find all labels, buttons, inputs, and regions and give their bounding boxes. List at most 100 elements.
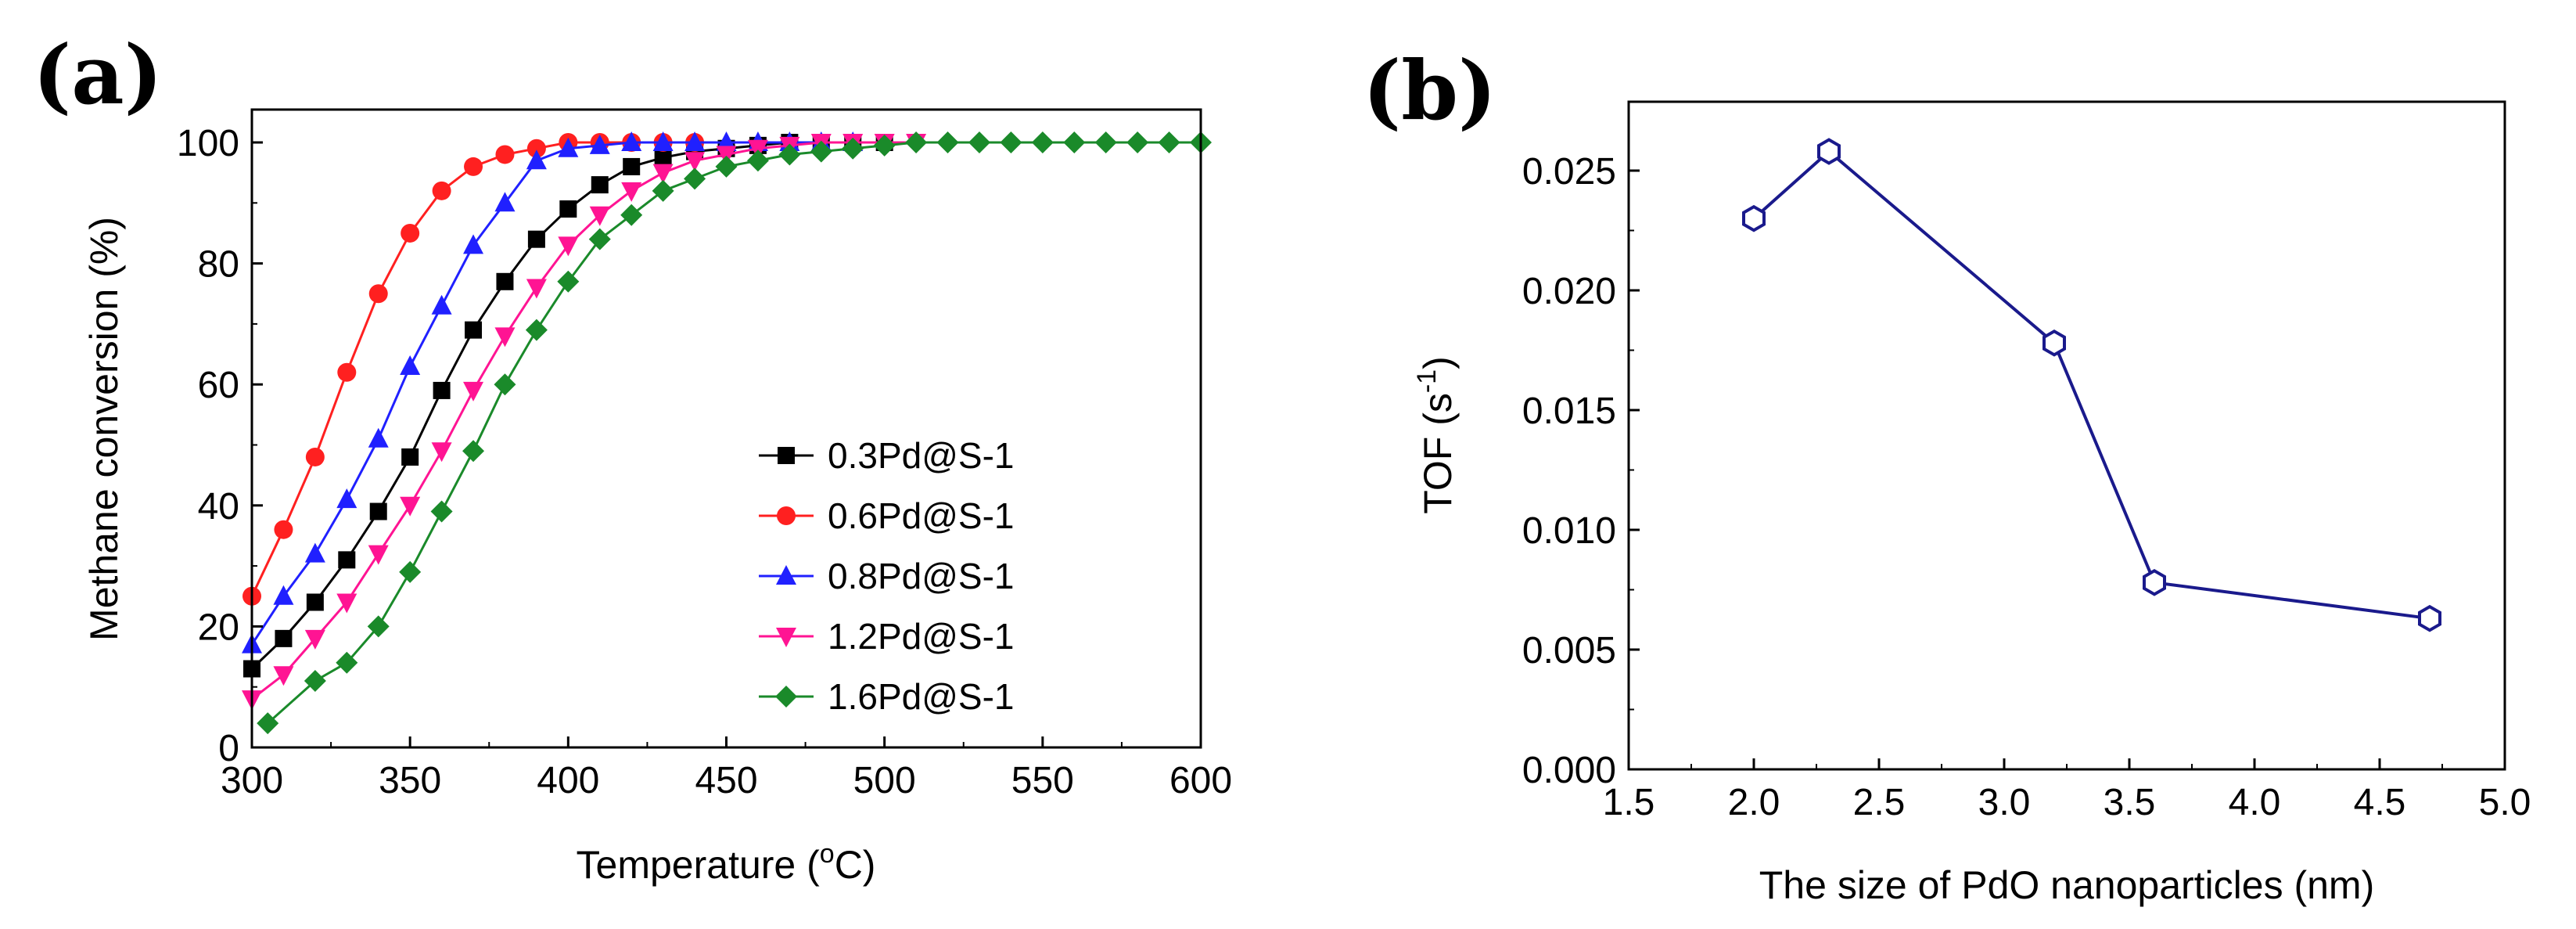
data-point — [1158, 131, 1180, 153]
legend-marker — [776, 628, 796, 647]
chart-b: (b) 1.5 2.0 2.5 3.0 3.5 4.0 4.5 5.0 0.000 0.005 0.… — [1363, 42, 2531, 907]
y-tick-label: 0 — [218, 728, 239, 769]
y-axis-title-a: Methane conversion (%) — [82, 217, 126, 641]
data-point — [558, 236, 579, 257]
data-point — [367, 615, 390, 638]
data-point — [304, 669, 326, 692]
y-tick-label: 0.015 — [1522, 391, 1616, 432]
ticks-b: 1.5 2.0 2.5 3.0 3.5 4.0 4.5 5.0 0.000 0.005 0.010 0… — [1522, 151, 2531, 823]
chart-a: (a) 300 350 400 450 500 550 600 0 20 40 60 80 100 Te… — [33, 27, 1232, 887]
data-point — [368, 427, 389, 448]
y-tick-label: 20 — [198, 607, 239, 648]
x-tick-label: 300 — [221, 760, 283, 801]
legend-marker — [776, 565, 796, 585]
series-line — [1752, 149, 2430, 621]
data-point — [684, 167, 706, 190]
x-tick-label: 3.0 — [1978, 782, 2031, 823]
data-point — [527, 230, 545, 248]
data-point — [652, 131, 674, 151]
data-point — [1094, 131, 1117, 153]
data-point — [430, 500, 453, 523]
data-point — [432, 181, 451, 200]
series-0.6Pd@S-1 — [243, 133, 705, 606]
data-point — [494, 192, 516, 212]
series-group-a — [242, 131, 1212, 735]
data-point — [621, 131, 642, 151]
y-tick-label: 80 — [198, 244, 239, 286]
data-point — [306, 593, 324, 611]
y-tick-label: 100 — [177, 123, 239, 164]
data-point — [588, 228, 611, 250]
x-tick-label: 400 — [537, 760, 599, 801]
data-point — [494, 373, 516, 396]
data-point — [715, 155, 738, 178]
y-axis-title-b: TOF (s-1) — [1412, 356, 1460, 514]
panel-label-a: (a) — [33, 27, 163, 123]
series-line — [251, 141, 917, 700]
data-point — [654, 149, 672, 167]
data-point — [1126, 131, 1149, 153]
data-point — [842, 137, 864, 160]
series-line — [250, 141, 853, 646]
data-point — [558, 137, 579, 157]
data-point — [652, 179, 674, 202]
legend-item: 1.6Pd@S-1 — [759, 676, 1015, 717]
data-point — [274, 520, 293, 539]
x-tick-label: 3.5 — [2104, 782, 2156, 823]
panel-label-b: (b) — [1363, 42, 1496, 139]
legend-item: 0.6Pd@S-1 — [759, 495, 1015, 536]
data-point — [431, 442, 452, 463]
x-tick-label: 600 — [1169, 760, 1232, 801]
data-point — [273, 666, 294, 686]
data-point — [400, 355, 421, 376]
series-group-b — [1742, 138, 2441, 632]
legend-label: 1.6Pd@S-1 — [828, 676, 1015, 717]
x-tick-label: 4.5 — [2354, 782, 2406, 823]
series-TOF — [1742, 138, 2441, 632]
legend-marker — [777, 506, 796, 525]
y-tick-label: 0.025 — [1522, 151, 1616, 193]
series-1.2Pd@S-1 — [242, 134, 927, 711]
data-point — [1000, 131, 1022, 153]
data-point — [368, 545, 389, 565]
x-tick-label: 450 — [695, 760, 757, 801]
data-point — [337, 362, 357, 382]
ticks-a: 300 350 400 450 500 550 600 0 20 40 60 80 100 — [177, 123, 1232, 801]
legend-item: 0.3Pd@S-1 — [759, 435, 1015, 476]
data-point — [621, 182, 642, 202]
x-axis-title-b: The size of PdO nanoparticles (nm) — [1759, 863, 2374, 907]
legend-label: 1.2Pd@S-1 — [828, 616, 1015, 657]
data-point — [304, 629, 325, 650]
data-point — [494, 327, 516, 347]
x-tick-label: 1.5 — [1603, 782, 1655, 823]
data-point — [2418, 604, 2441, 632]
data-point — [495, 145, 515, 164]
data-point — [462, 440, 485, 463]
legend-marker — [775, 686, 797, 708]
series-line — [250, 141, 885, 670]
data-point — [559, 200, 577, 218]
x-tick-label: 2.0 — [1728, 782, 1780, 823]
y-tick-label: 60 — [198, 365, 239, 406]
data-point — [1063, 131, 1086, 153]
x-tick-label: 500 — [853, 760, 916, 801]
data-point — [589, 134, 610, 154]
data-point — [1817, 138, 1841, 165]
data-point — [2143, 568, 2166, 596]
x-tick-label: 5.0 — [2479, 782, 2531, 823]
data-point — [401, 448, 419, 466]
data-point — [623, 157, 641, 175]
legend-label: 0.3Pd@S-1 — [828, 435, 1015, 476]
data-point — [2042, 329, 2066, 357]
data-point — [557, 270, 580, 293]
data-point — [463, 381, 484, 401]
data-point — [936, 131, 959, 153]
data-point — [620, 203, 643, 226]
data-point — [304, 542, 325, 563]
data-point — [496, 272, 514, 290]
plot-frame-b — [1627, 100, 2506, 771]
data-point — [905, 131, 928, 153]
data-point — [401, 223, 420, 243]
data-point — [873, 134, 896, 157]
